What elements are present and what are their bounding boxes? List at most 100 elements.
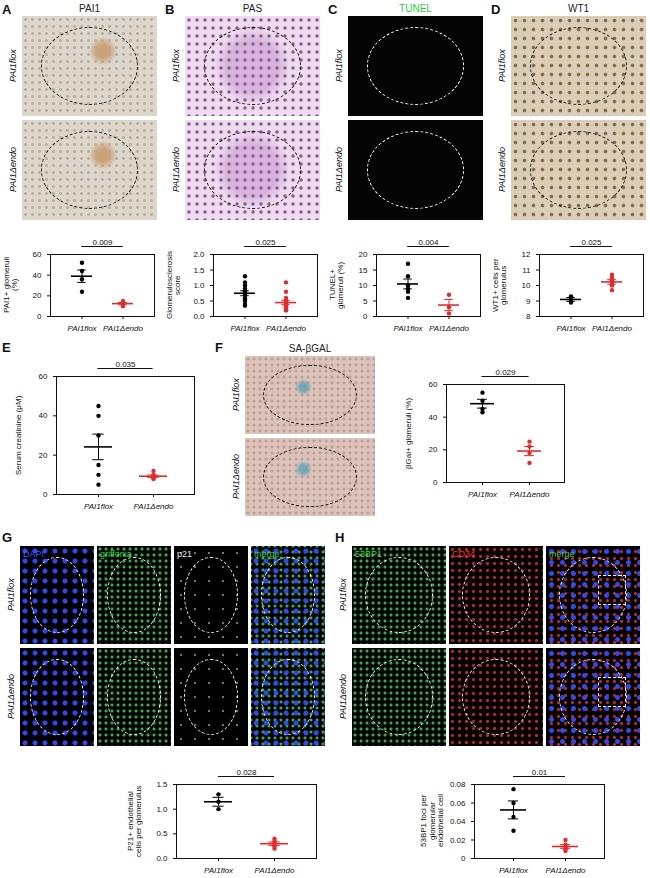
svg-text:PAI1flox: PAI1flox xyxy=(499,866,529,875)
html-text:PAI1Δendo: PAI1Δendo xyxy=(170,147,181,193)
svg-text:0: 0 xyxy=(37,312,42,321)
svg-text:PAI1flox: PAI1flox xyxy=(67,324,97,333)
svg-text:5: 5 xyxy=(363,297,368,306)
html-text:PAS: PAS xyxy=(242,3,263,14)
svg-text:40: 40 xyxy=(33,271,42,280)
svg-text:0: 0 xyxy=(43,490,48,499)
svg-text:PAI1flox: PAI1flox xyxy=(393,324,423,333)
svg-text:PAI1Δendo: PAI1Δendo xyxy=(546,866,586,875)
html-text:WT1: WT1 xyxy=(567,3,589,14)
svg-text:0: 0 xyxy=(363,312,368,321)
html-text:PAI1Δendo: PAI1Δendo xyxy=(333,147,344,193)
svg-text:1.5: 1.5 xyxy=(156,780,168,789)
svg-text:20: 20 xyxy=(429,445,438,454)
html-text:SA-βGAL: SA-βGAL xyxy=(288,343,332,354)
svg-text:0: 0 xyxy=(433,478,438,487)
svg-text:PAI1flox: PAI1flox xyxy=(84,502,114,511)
html-text:PAI1flox: PAI1flox xyxy=(230,378,241,412)
html-text:TUNEL: TUNEL xyxy=(399,3,432,14)
svg-text:20: 20 xyxy=(359,250,368,259)
html-text:PAI1flox: PAI1flox xyxy=(170,49,181,83)
svg-text:40: 40 xyxy=(429,413,438,422)
svg-text:0.08: 0.08 xyxy=(450,780,466,789)
svg-text:0.035: 0.035 xyxy=(115,360,136,369)
svg-text:0.009: 0.009 xyxy=(92,238,113,247)
svg-text:10: 10 xyxy=(359,281,368,290)
html-text:PAI1flox: PAI1flox xyxy=(333,49,344,83)
html-text:PAI1flox: PAI1flox xyxy=(337,578,348,612)
svg-text:PAI1flox: PAI1flox xyxy=(230,324,260,333)
svg-text:9: 9 xyxy=(526,297,531,306)
html-text:WT1+ cells per glomerulus: WT1+ cells per glomerulus xyxy=(490,258,508,312)
svg-text:15: 15 xyxy=(359,266,368,275)
svg-text:1.5: 1.5 xyxy=(193,266,205,275)
html-text:PAI1: PAI1 xyxy=(79,3,100,14)
html-text:PAI1Δendo: PAI1Δendo xyxy=(7,147,18,193)
svg-text:0.5: 0.5 xyxy=(193,297,205,306)
html-text:G: G xyxy=(2,530,13,545)
svg-text:PAI1flox: PAI1flox xyxy=(556,324,586,333)
svg-text:10: 10 xyxy=(522,281,531,290)
html-text:p21: p21 xyxy=(177,549,192,559)
html-text:βGal+ glomeruli (%): βGal+ glomeruli (%) xyxy=(403,397,413,469)
svg-text:60: 60 xyxy=(429,380,438,389)
svg-text:1.0: 1.0 xyxy=(156,805,168,814)
svg-text:0.029: 0.029 xyxy=(495,368,516,377)
svg-text:20: 20 xyxy=(39,451,48,460)
svg-text:60: 60 xyxy=(39,372,48,381)
html-text:C: C xyxy=(328,2,338,17)
html-text:B: B xyxy=(165,2,175,17)
html-text:PAI1Δendo: PAI1Δendo xyxy=(496,147,507,193)
svg-text:0: 0 xyxy=(461,854,466,863)
svg-text:PAI1Δendo: PAI1Δendo xyxy=(510,490,550,499)
svg-text:0.04: 0.04 xyxy=(450,817,466,826)
html-text:53BP1 foci per glomerular endo: 53BP1 foci per glomerular endothelial ce… xyxy=(419,794,446,848)
svg-text:1.0: 1.0 xyxy=(193,281,205,290)
svg-text:0.0: 0.0 xyxy=(193,312,205,321)
html-text:H: H xyxy=(335,530,345,545)
html-text:A: A xyxy=(2,2,12,17)
html-text:PAI1flox: PAI1flox xyxy=(496,49,507,83)
svg-text:PAI1Δendo: PAI1Δendo xyxy=(103,324,143,333)
html-text:DAPI: DAPI xyxy=(23,549,44,559)
svg-text:12: 12 xyxy=(522,250,531,259)
svg-text:20: 20 xyxy=(33,291,42,300)
html-text:merge: merge xyxy=(254,549,280,559)
html-text:PAI1Δendo: PAI1Δendo xyxy=(230,454,241,500)
svg-text:0.025: 0.025 xyxy=(581,238,602,247)
svg-text:PAI1Δendo: PAI1Δendo xyxy=(134,502,174,511)
svg-text:PAI1Δendo: PAI1Δendo xyxy=(255,866,295,875)
html-text:CD34: CD34 xyxy=(452,549,475,559)
svg-text:0.06: 0.06 xyxy=(450,799,466,808)
svg-text:2.0: 2.0 xyxy=(193,250,205,259)
svg-text:PAI1Δendo: PAI1Δendo xyxy=(266,324,306,333)
svg-text:40: 40 xyxy=(39,411,48,420)
svg-text:PAI1Δendo: PAI1Δendo xyxy=(592,324,632,333)
svg-text:0.025: 0.025 xyxy=(255,238,276,247)
html-text:PAI1+ glomeruli (%): PAI1+ glomeruli (%) xyxy=(1,257,19,314)
svg-text:0.0: 0.0 xyxy=(156,854,168,863)
svg-text:0.028: 0.028 xyxy=(236,768,257,777)
html-text:Serum creatinine (μM): Serum creatinine (μM) xyxy=(13,395,23,475)
html-text:PAI1flox: PAI1flox xyxy=(7,49,18,83)
svg-text:PAI1flox: PAI1flox xyxy=(204,866,234,875)
html-text:P21+ endothelial cells per glo: P21+ endothelial cells per glomerulus xyxy=(125,785,143,857)
html-text:53BP1: 53BP1 xyxy=(355,549,382,559)
svg-text:PAI1flox: PAI1flox xyxy=(468,490,498,499)
html-text:PAI1Δendo: PAI1Δendo xyxy=(337,674,348,720)
svg-text:0.02: 0.02 xyxy=(450,836,466,845)
html-text:TUNEL+ glomeruli (%): TUNEL+ glomeruli (%) xyxy=(327,261,345,309)
html-text:merge: merge xyxy=(549,549,575,559)
svg-text:8: 8 xyxy=(526,312,531,321)
html-text:PAI1flox: PAI1flox xyxy=(5,578,16,612)
html-text:Glomerulosclerosis score: Glomerulosclerosis score xyxy=(164,251,182,319)
svg-text:11: 11 xyxy=(522,266,531,275)
svg-text:0.5: 0.5 xyxy=(156,829,168,838)
svg-text:0.004: 0.004 xyxy=(418,238,439,247)
svg-text:PAI1Δendo: PAI1Δendo xyxy=(429,324,469,333)
html-text:D: D xyxy=(491,2,501,17)
html-text:PAI1Δendo: PAI1Δendo xyxy=(5,674,16,720)
html-text:griffonia: griffonia xyxy=(100,549,132,559)
svg-text:60: 60 xyxy=(33,250,42,259)
svg-text:0.01: 0.01 xyxy=(532,768,548,777)
